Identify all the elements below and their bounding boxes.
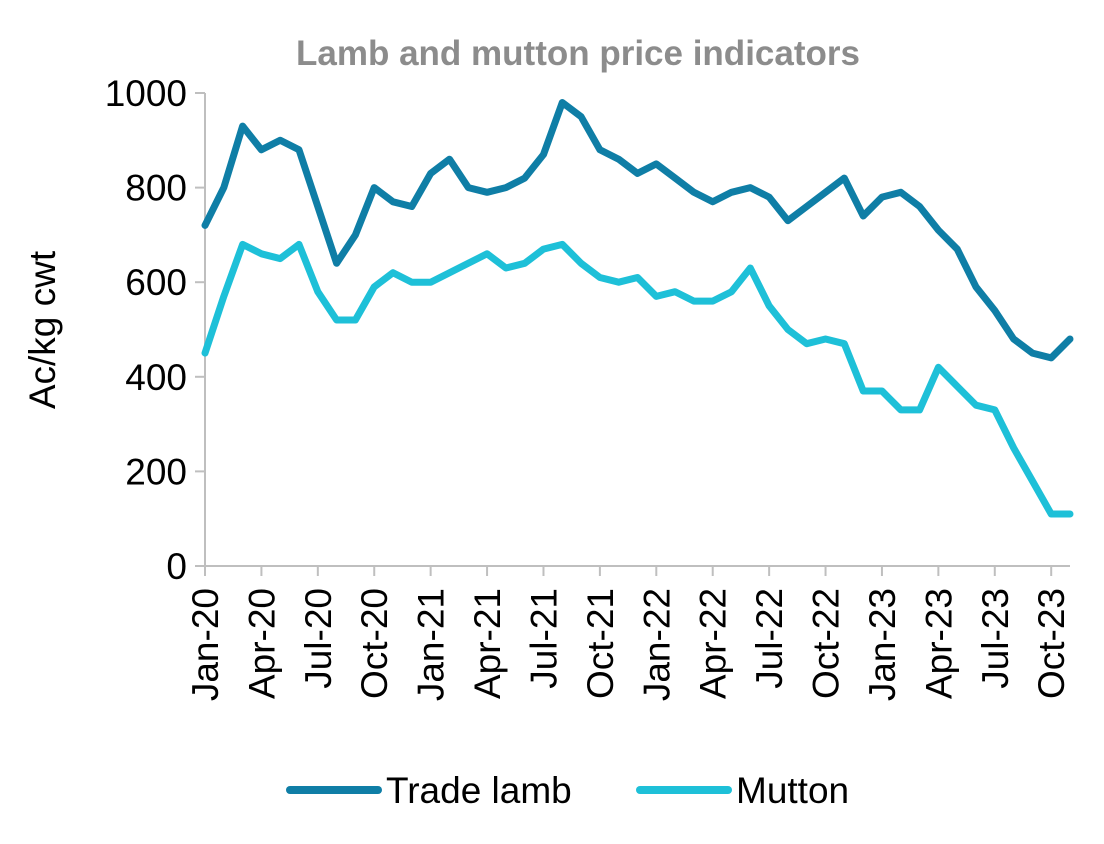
x-tick-label: Apr-22 (693, 588, 734, 699)
x-tick-label: Jan-22 (636, 588, 677, 701)
y-tick-label: 600 (125, 262, 187, 303)
legend-label: Mutton (736, 770, 849, 811)
legend: Trade lamb Mutton (286, 770, 849, 811)
x-tick-label: Jan-21 (411, 588, 452, 701)
y-tick-label: 1000 (105, 73, 187, 114)
legend-label: Trade lamb (386, 770, 572, 811)
x-axis-ticks: Jan-20 Apr-20 Jul-20 Oct-20 Jan-21 Apr-21 Jul-… (185, 566, 1072, 701)
y-tick-label: 400 (125, 357, 187, 398)
y-tick-label: 0 (166, 546, 187, 587)
x-tick-label: Jul-22 (749, 588, 790, 689)
x-tick-label: Apr-21 (467, 588, 508, 699)
y-tick-label: 800 (125, 168, 187, 209)
chart-title: Lamb and mutton price indicators (296, 34, 860, 73)
x-tick-label: Oct-20 (354, 588, 395, 699)
x-tick-label: Jul-20 (298, 588, 339, 689)
x-tick-label: Jan-20 (185, 588, 226, 701)
x-tick-label: Jul-21 (523, 588, 564, 689)
x-tick-label: Oct-23 (1031, 588, 1072, 699)
x-tick-label: Oct-22 (806, 588, 847, 699)
y-axis-ticks: 0 200 400 600 800 1000 (105, 73, 205, 587)
series-lines (201, 99, 1074, 518)
y-axis-title: Ac/kg cwt (22, 250, 63, 409)
x-tick-label: Jan-23 (862, 588, 903, 701)
y-tick-label: 200 (125, 451, 187, 492)
series-line-1 (201, 240, 1074, 518)
x-tick-label: Oct-21 (580, 588, 621, 699)
x-tick-label: Jul-23 (975, 588, 1016, 689)
x-tick-label: Apr-20 (241, 588, 282, 699)
x-tick-label: Apr-23 (918, 588, 959, 699)
